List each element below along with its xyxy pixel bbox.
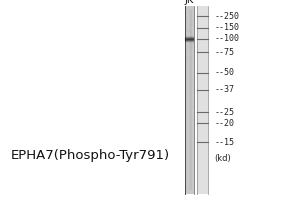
Bar: [196, 6, 208, 194]
Bar: [184, 6, 194, 194]
Text: --250: --250: [214, 12, 239, 21]
Text: --25: --25: [214, 108, 235, 117]
Text: JK: JK: [184, 0, 194, 5]
Text: --20: --20: [214, 119, 235, 128]
Text: --100: --100: [214, 34, 239, 43]
Text: (kd): (kd): [214, 154, 231, 163]
Text: --37: --37: [214, 85, 235, 94]
Text: --50: --50: [214, 68, 235, 77]
Text: --150: --150: [214, 23, 239, 32]
Text: --15: --15: [214, 138, 235, 147]
Text: --75: --75: [214, 48, 235, 57]
Text: EPHA7(Phospho-Tyr791): EPHA7(Phospho-Tyr791): [11, 150, 169, 162]
